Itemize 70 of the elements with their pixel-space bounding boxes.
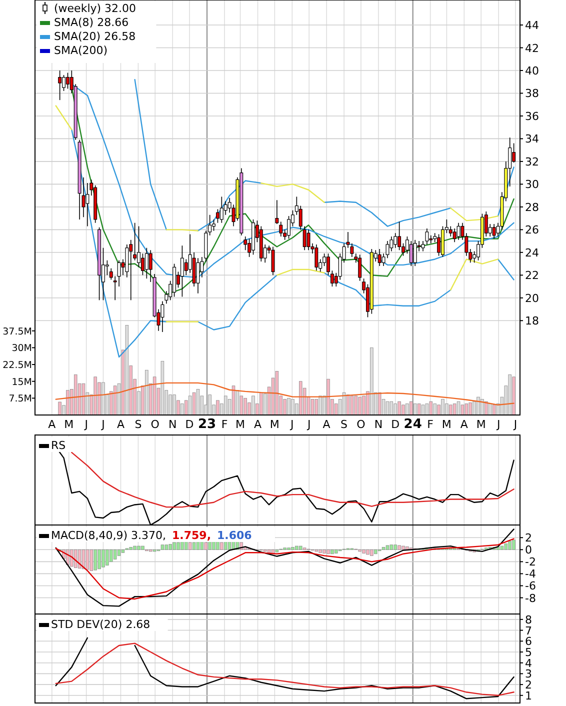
y-tick-label: -4 — [525, 568, 536, 581]
y-tick-label: 36 — [525, 110, 539, 123]
y-tick-label: 2 — [525, 532, 532, 545]
x-tick-label: F — [427, 418, 434, 431]
x-tick-label: N — [168, 418, 177, 431]
x-tick-label: M — [270, 418, 280, 431]
x-tick-label: A — [254, 418, 262, 431]
legend-label: SMA(200) — [54, 44, 108, 57]
y-tick-label: 7 — [525, 624, 532, 638]
x-tick-label: J — [512, 418, 518, 431]
y-tick-label: 8 — [525, 613, 532, 626]
x-tick-label: J — [84, 418, 88, 431]
x-tick-label: J — [290, 418, 294, 431]
y-tick-label: 1 — [525, 689, 532, 702]
x-tick-label: J — [496, 418, 500, 431]
y-tick-label: 40 — [525, 64, 539, 78]
series-label: 1.606 — [217, 529, 252, 542]
legend-label: SMA(20) 26.58 — [54, 30, 136, 43]
x-tick-label: D — [185, 418, 194, 431]
y-tick-label: 4 — [525, 656, 532, 670]
y-tick-label: 2 — [525, 678, 532, 692]
x-tick-label: A — [322, 418, 331, 431]
x-tick-label: S — [134, 418, 142, 431]
y-tick-label: 32 — [525, 155, 539, 168]
x-tick-label: M — [476, 418, 486, 431]
text: 1.759, — [172, 529, 212, 542]
x-tick-label: 24 — [404, 417, 422, 432]
legend-label: STD DEV(20) 2.68 — [51, 618, 150, 631]
x-tick-label: M — [64, 418, 74, 431]
legend-label: (weekly) 32.00 — [54, 2, 136, 15]
y-tick-label: 34 — [525, 132, 539, 146]
y-tick-label: 28 — [525, 200, 539, 214]
legend-label: RS — [51, 439, 66, 452]
y2-tick-label: 15M — [12, 376, 32, 388]
y-tick-label: 22 — [525, 269, 539, 282]
x-tick-label: M — [442, 418, 452, 431]
x-tick-label: A — [116, 418, 125, 431]
x-tick-label: J — [100, 418, 105, 431]
x-tick-label: M — [236, 418, 246, 431]
x-tick-label: 23 — [198, 417, 216, 432]
x-tick-label: A — [460, 418, 468, 431]
y-tick-label: 30 — [525, 178, 539, 192]
x-tick-label: N — [374, 418, 383, 431]
y-tick-label: 18 — [525, 314, 539, 328]
legend-label: MACD(8,40,9) 3.370, — [51, 529, 166, 542]
x-tick-label: A — [48, 418, 56, 431]
x-tick-label: F — [221, 418, 228, 431]
y2-tick-label: 22.5M — [2, 360, 32, 372]
y-tick-label: -2 — [525, 556, 536, 569]
x-tick-label: D — [391, 418, 400, 431]
y-tick-label: -8 — [525, 592, 536, 605]
y-tick-label: 44 — [525, 19, 539, 32]
x-tick-label: S — [340, 418, 348, 431]
x-tick-label: O — [150, 418, 160, 431]
x-tick-label: O — [356, 418, 366, 431]
y-tick-label: -6 — [525, 580, 536, 593]
y-tick-label: 0 — [525, 544, 532, 557]
y-tick-label: 26 — [525, 224, 539, 237]
y2-tick-label: 30M — [12, 343, 32, 354]
y-tick-label: 20 — [525, 292, 539, 305]
y-tick-label: 42 — [525, 42, 539, 55]
y2-tick-label: 37.5M — [2, 326, 32, 338]
y-tick-label: 5 — [525, 646, 532, 659]
y-tick-label: 24 — [525, 246, 539, 260]
y-tick-label: 38 — [525, 87, 539, 100]
y-tick-label: 6 — [525, 635, 532, 648]
y-tick-label: 3 — [525, 668, 532, 681]
x-tick-label: J — [306, 418, 311, 431]
legend-label: SMA(8) 28.66 — [54, 16, 129, 29]
y2-tick-label: 7.5M — [8, 394, 32, 405]
